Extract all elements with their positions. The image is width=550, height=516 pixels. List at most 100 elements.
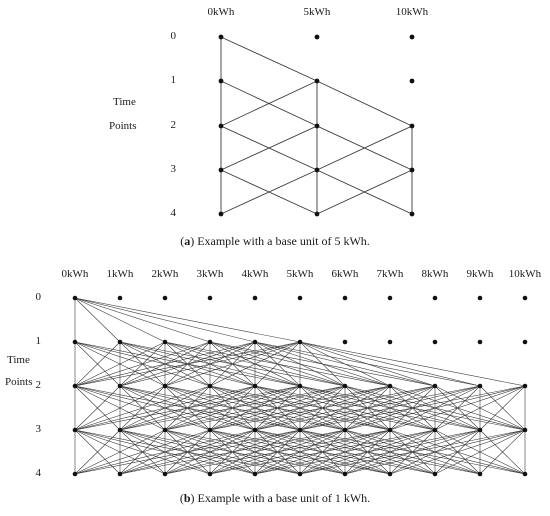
state-node: [72, 339, 78, 345]
state-node: [387, 383, 393, 389]
state-node: [409, 211, 415, 217]
state-node: [522, 295, 528, 301]
time-point-label: 3: [170, 163, 177, 175]
time-point-label: 2: [170, 119, 177, 131]
state-node: [218, 123, 224, 129]
panel-a-caption-text: Example with a base unit of 5 kWh.: [197, 234, 370, 248]
state-node: [387, 339, 393, 345]
transition-edge: [74, 385, 256, 431]
state-node: [162, 295, 168, 301]
energy-level-label: 5kWh: [303, 6, 331, 18]
state-node: [314, 34, 320, 40]
transition-edge: [209, 385, 391, 431]
state-node: [432, 427, 438, 433]
panel-a-edges: [220, 36, 413, 215]
transition-edge: [299, 385, 481, 431]
state-node: [252, 427, 258, 433]
transition-edge: [119, 429, 346, 475]
transition-edge: [119, 385, 301, 431]
panel-b-graph: [72, 295, 528, 477]
state-node: [387, 427, 393, 433]
energy-level-label: 3kWh: [196, 268, 224, 280]
panel-a-axis-title-line2: Points: [109, 120, 137, 132]
state-node: [297, 383, 303, 389]
transition-edge: [74, 341, 211, 387]
panel-a-caption: (a) Example with a base unit of 5 kWh.: [180, 234, 370, 248]
energy-level-label: 10kWh: [395, 6, 429, 18]
state-node: [117, 383, 123, 389]
time-point-label: 0: [35, 291, 42, 303]
transition-edge: [74, 341, 256, 387]
state-node: [432, 295, 438, 301]
state-node: [252, 339, 258, 345]
panel-b-caption: (b) Example with a base unit of 1 kWh.: [179, 491, 371, 505]
state-node: [522, 427, 528, 433]
panel-b-diagram: 0kWh 1kWh 2kWh 3kWh 4kWh 5kWh 6kWh 7kWh 8kWh 9kWh…: [0, 258, 550, 516]
state-node: [432, 471, 438, 477]
state-node: [162, 427, 168, 433]
transition-edge: [74, 385, 211, 431]
panel-b-nodes: [72, 295, 528, 477]
transition-edge: [164, 385, 391, 431]
state-node: [314, 78, 320, 84]
state-node: [314, 123, 320, 129]
transition-edge: [74, 297, 121, 343]
state-node: [522, 471, 528, 477]
energy-level-label: 9kWh: [466, 268, 494, 280]
state-node: [207, 383, 213, 389]
energy-level-label: 10kWh: [508, 268, 542, 280]
transition-edge: [164, 385, 346, 431]
transition-edge: [389, 429, 526, 475]
time-point-label: 1: [35, 335, 42, 347]
panel-a-nodes: [218, 34, 415, 217]
state-node: [432, 383, 438, 389]
state-node: [252, 471, 258, 477]
transition-edge: [299, 341, 436, 387]
state-node: [218, 211, 224, 217]
energy-level-label: 1kWh: [106, 268, 134, 280]
panel-b-caption-text: Example with a base unit of 1 kWh.: [197, 491, 371, 505]
transition-edge: [164, 429, 346, 475]
state-node: [72, 383, 78, 389]
transition-edge: [74, 385, 121, 431]
state-node: [522, 383, 528, 389]
state-node: [207, 295, 213, 301]
transition-edge: [316, 125, 413, 171]
transition-edge: [316, 169, 413, 215]
time-point-label: 1: [170, 74, 177, 86]
state-node: [409, 167, 415, 173]
state-node: [297, 471, 303, 477]
time-point-label: 2: [35, 379, 42, 391]
state-node: [477, 383, 483, 389]
state-node: [314, 167, 320, 173]
energy-level-label: 0kWh: [61, 268, 89, 280]
transition-edge: [74, 341, 301, 387]
panel-a-caption-letter: a: [184, 234, 191, 248]
transition-edge: [344, 429, 526, 475]
state-node: [162, 339, 168, 345]
transition-edge: [209, 341, 301, 387]
transition-edge: [209, 429, 391, 475]
state-node: [409, 123, 415, 129]
state-node: [297, 295, 303, 301]
state-node: [207, 427, 213, 433]
transition-edge: [316, 80, 413, 127]
transition-edge: [299, 341, 391, 387]
state-node: [117, 427, 123, 433]
transition-edge: [74, 429, 166, 475]
state-node: [342, 471, 348, 477]
transition-edge: [434, 385, 526, 431]
energy-level-label: 8kWh: [421, 268, 449, 280]
transition-edge: [74, 429, 301, 475]
state-node: [387, 471, 393, 477]
state-node: [342, 427, 348, 433]
transition-edge: [74, 297, 211, 343]
transition-edge: [220, 125, 318, 171]
transition-edge: [254, 429, 481, 475]
transition-edge: [119, 385, 346, 431]
transition-edge: [479, 385, 526, 431]
transition-edge: [220, 36, 318, 82]
state-node: [117, 339, 123, 345]
state-node: [522, 339, 528, 345]
state-node: [162, 471, 168, 477]
